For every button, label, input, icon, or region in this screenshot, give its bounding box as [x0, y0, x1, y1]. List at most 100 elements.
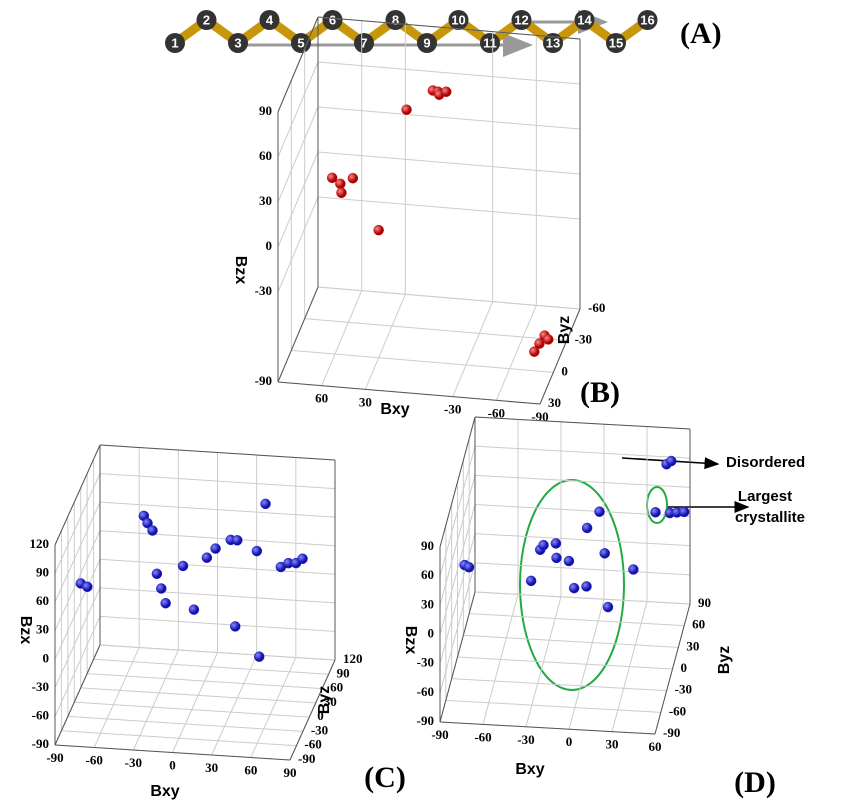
atom [417, 33, 437, 53]
y-tick-label: -60 [304, 737, 321, 752]
grid-line [439, 562, 476, 693]
point [210, 543, 221, 554]
grid-line [439, 446, 476, 577]
y-tick-label: 90 [337, 665, 350, 680]
grid-line [99, 473, 336, 490]
axis-line [277, 16, 319, 113]
atom-label: 15 [609, 35, 623, 50]
axis-line [317, 16, 581, 40]
x-tick-label: 0 [169, 757, 176, 772]
y-axis-title: Byz [556, 316, 573, 344]
y-axis-title: Byz [316, 686, 333, 714]
atom-label: 3 [234, 35, 241, 50]
grid-line [321, 290, 363, 386]
x-tick-label: -60 [85, 752, 102, 767]
axis-line [539, 308, 581, 405]
atom-label: 1 [171, 35, 178, 50]
y-axis-title: Byz [716, 646, 733, 674]
atom-label: 9 [423, 35, 430, 50]
x-tick-label: 90 [284, 765, 297, 780]
atom [165, 33, 185, 53]
grid-line [439, 504, 476, 635]
x-tick-label: 30 [205, 760, 218, 775]
grid-line [277, 151, 319, 248]
atom [259, 10, 280, 30]
z-tick-label: 0 [428, 625, 435, 640]
grid-line [474, 445, 691, 459]
z-tick-label: 90 [421, 538, 434, 553]
point [373, 224, 384, 236]
annotation: Largest [738, 488, 792, 505]
atom [448, 10, 469, 30]
atom [480, 33, 500, 53]
highlight [519, 479, 625, 691]
grid-line [277, 61, 319, 158]
grid-line [54, 473, 101, 574]
x-tick-label: 30 [359, 394, 372, 409]
point [156, 583, 167, 594]
x-tick-label: 60 [244, 762, 257, 777]
grid-line [99, 644, 336, 661]
chart: 60 30 -30 -60 -90300-30-60-90-300306090BxyBy… [232, 16, 620, 424]
point [441, 86, 452, 98]
grid-line [99, 615, 336, 632]
y-tick-label: 60 [330, 680, 343, 695]
panel-label: (C) [364, 761, 406, 794]
y-tick-label: -30 [575, 332, 592, 347]
z-tick-label: 60 [259, 148, 272, 163]
atom-label: 14 [577, 12, 592, 27]
axis-line [277, 381, 541, 405]
point [326, 172, 338, 184]
axis-line [277, 286, 319, 383]
point [401, 104, 412, 115]
y-tick-label: -90 [298, 751, 315, 766]
point [335, 178, 346, 190]
grid-line [463, 634, 679, 648]
point [543, 334, 554, 345]
point [160, 597, 171, 609]
axis-line [474, 416, 691, 430]
point [628, 564, 639, 575]
y-tick-label: 0 [317, 708, 324, 723]
point [151, 568, 163, 580]
grid-line [93, 647, 140, 748]
point [525, 575, 537, 587]
grid-line [54, 616, 101, 717]
grid-line [364, 294, 406, 390]
y-tick-label: 90 [698, 595, 711, 610]
point [82, 581, 93, 593]
chart: -90 -60 -30 0 30 60-90-60-300306090-90-60-300… [402, 416, 776, 799]
grid-line [172, 652, 218, 753]
z-tick-label: 60 [421, 567, 434, 582]
atom-label: 16 [640, 12, 654, 27]
z-axis-title: Bzx [402, 626, 419, 655]
point [678, 506, 690, 518]
axis-line [654, 603, 691, 735]
x-axis-title: Bxy [150, 783, 179, 800]
x-tick-label: -90 [431, 727, 448, 742]
z-tick-label: -30 [417, 655, 434, 670]
atom [574, 10, 595, 30]
grid-line [469, 613, 685, 627]
y-tick-label: 0 [681, 660, 688, 675]
panel-label: (B) [580, 376, 620, 409]
grid-line [132, 649, 179, 751]
z-tick-label: -60 [32, 707, 49, 722]
y-tick-label: -30 [311, 722, 328, 737]
annotation: crystallite [735, 509, 805, 526]
grid-line [61, 730, 297, 747]
z-tick-label: 0 [266, 238, 273, 253]
y-tick-label: 30 [548, 395, 561, 410]
point [201, 552, 213, 563]
grid-line [439, 475, 476, 606]
axis-line [439, 416, 476, 548]
atom-label: 7 [360, 35, 367, 50]
atom [354, 33, 374, 53]
atom [606, 33, 626, 53]
grid-line [474, 474, 691, 488]
y-tick-label: 0 [561, 363, 568, 378]
atom-label: 8 [392, 12, 399, 27]
atom [543, 33, 563, 53]
grid-line [317, 106, 581, 130]
